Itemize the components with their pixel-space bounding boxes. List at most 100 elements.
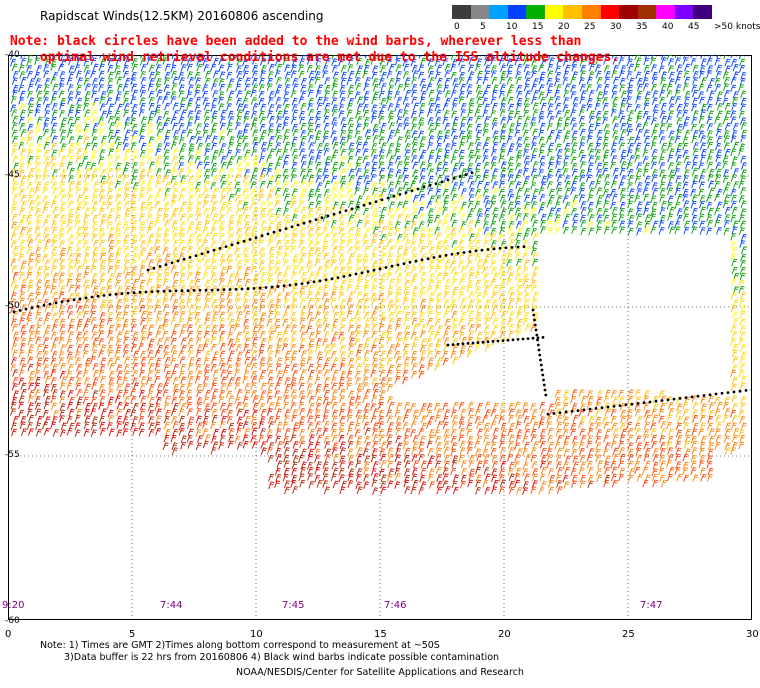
wind-barb	[468, 207, 475, 216]
wind-barb	[308, 284, 315, 293]
wind-barb	[122, 311, 129, 320]
wind-barb	[372, 78, 379, 86]
wind-barb	[394, 207, 401, 216]
wind-barb	[35, 311, 42, 320]
wind-barb	[565, 187, 571, 196]
wind-barb	[508, 129, 514, 137]
wind-barb	[36, 90, 43, 99]
wind-barb	[300, 129, 307, 138]
wind-barb	[90, 317, 97, 325]
wind-barb	[667, 195, 674, 204]
wind-barb	[675, 84, 682, 92]
wind-barb	[339, 336, 346, 345]
wind-barb	[474, 168, 481, 177]
wind-barb	[186, 207, 193, 215]
wind-barb	[434, 214, 441, 223]
wind-barb	[378, 214, 385, 223]
wind-barb	[132, 416, 139, 424]
wind-barb	[386, 239, 393, 247]
wind-barb	[683, 440, 690, 449]
wind-barb	[156, 143, 163, 151]
wind-barb	[58, 305, 65, 313]
wind-barb	[140, 155, 147, 163]
wind-barb	[579, 58, 586, 67]
wind-barb	[252, 155, 259, 164]
wind-barb	[163, 311, 170, 320]
wind-barb	[11, 265, 18, 273]
wind-barb	[635, 115, 642, 124]
wind-barb	[668, 78, 675, 86]
wind-barb	[740, 291, 747, 300]
wind-barb	[491, 102, 498, 111]
wind-barb	[67, 208, 74, 217]
wind-barb	[731, 226, 738, 235]
wind-barb	[124, 55, 130, 60]
wind-barb	[740, 304, 747, 313]
wind-barb	[274, 232, 281, 241]
wind-barb	[394, 298, 401, 307]
wind-barb	[250, 122, 257, 131]
wind-barb	[35, 161, 42, 170]
wind-barb	[530, 403, 537, 411]
wind-barb	[484, 441, 491, 450]
wind-barb	[364, 135, 371, 144]
wind-barb	[570, 149, 577, 158]
wind-barb	[220, 240, 227, 249]
wind-barb	[115, 162, 122, 171]
wind-barb	[83, 97, 90, 106]
wind-barb	[666, 182, 673, 190]
wind-barb	[458, 207, 465, 215]
wind-barb	[660, 57, 667, 65]
wind-barb	[410, 58, 417, 67]
wind-barb	[82, 396, 89, 405]
wind-barb	[173, 130, 179, 138]
wind-barb	[100, 201, 107, 209]
wind-barb	[442, 357, 449, 366]
wind-barb	[77, 162, 83, 171]
wind-barb	[428, 297, 435, 306]
wind-barb	[170, 370, 177, 379]
wind-barb	[378, 155, 385, 163]
colorbar-segment	[637, 5, 657, 19]
wind-barb	[186, 298, 193, 307]
wind-barb	[442, 188, 449, 197]
wind-barb	[44, 304, 51, 312]
wind-barb	[204, 297, 211, 306]
wind-barb	[260, 58, 267, 66]
wind-barb	[596, 214, 603, 222]
wind-barb	[404, 129, 411, 138]
wind-barb	[155, 168, 162, 176]
wind-barb	[66, 370, 73, 379]
wind-barb	[172, 253, 179, 262]
wind-barb	[515, 212, 522, 221]
wind-barb	[642, 77, 649, 85]
wind-barb	[91, 252, 98, 261]
wind-barb	[202, 226, 209, 235]
wind-barb	[434, 103, 441, 112]
wind-barb	[468, 310, 475, 319]
wind-barb	[11, 221, 18, 230]
wind-barb	[532, 421, 539, 430]
wind-barb	[459, 213, 466, 221]
wind-barb	[236, 311, 243, 319]
wind-barb	[331, 434, 338, 443]
wind-barb	[452, 344, 459, 353]
wind-barb	[443, 182, 450, 190]
wind-barb	[532, 291, 539, 300]
wind-barb	[684, 129, 691, 138]
wind-barb	[666, 414, 673, 423]
wind-barb	[507, 156, 514, 165]
wind-barb	[490, 227, 497, 236]
wind-barb	[396, 337, 403, 346]
wind-barb	[115, 305, 122, 313]
wind-barb	[106, 55, 109, 59]
wind-barb	[530, 454, 537, 463]
wind-barb	[435, 453, 442, 462]
wind-barb	[196, 330, 203, 339]
wind-barb	[650, 195, 657, 203]
wind-barb	[523, 58, 530, 66]
wind-barb	[715, 70, 722, 79]
wind-barb	[332, 78, 339, 86]
wind-barb	[396, 175, 403, 183]
wind-barb	[668, 206, 675, 215]
